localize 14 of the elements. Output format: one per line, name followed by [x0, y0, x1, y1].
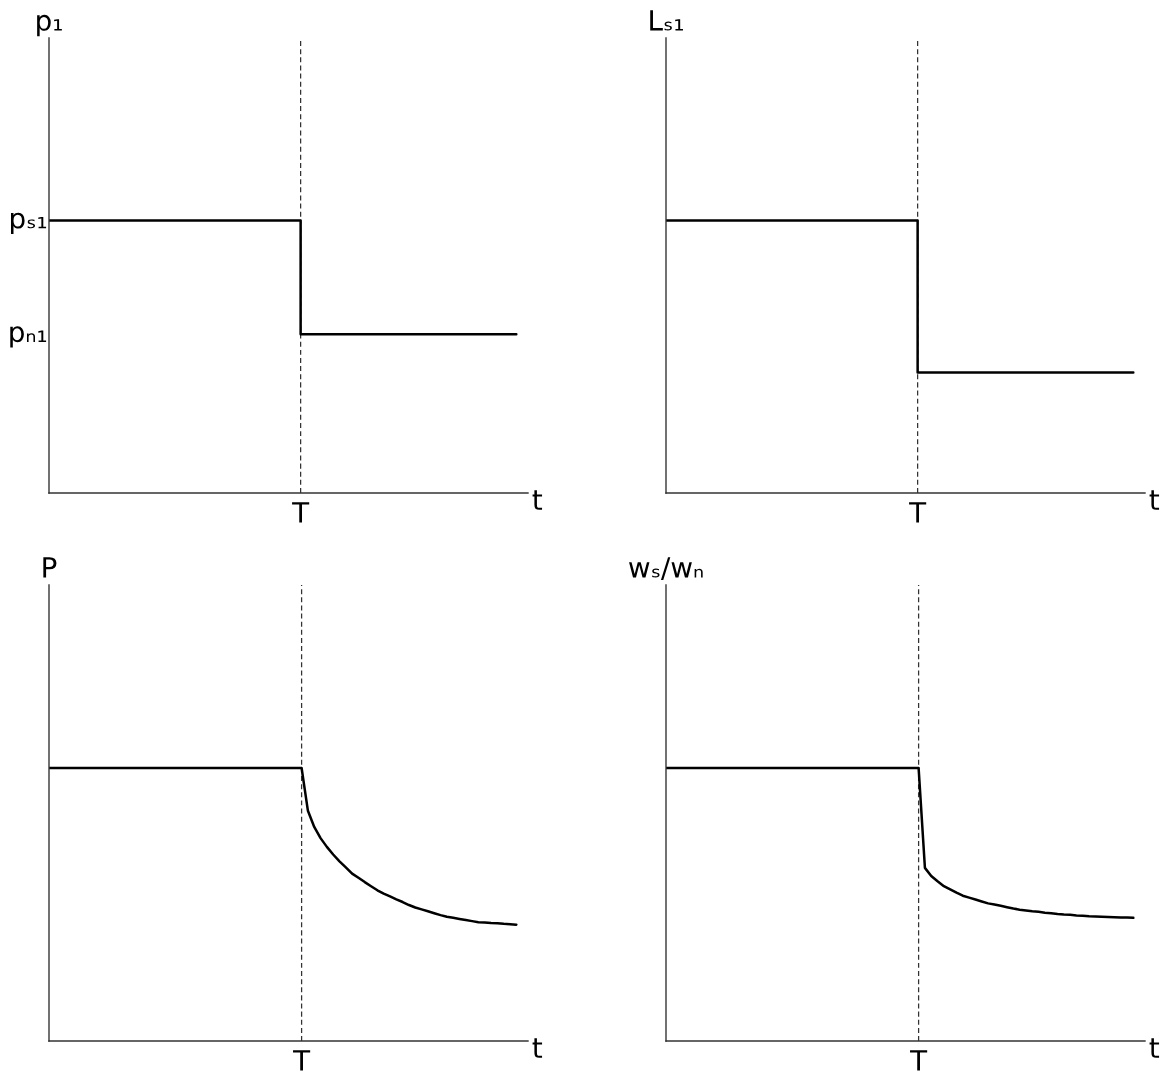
- text: T: [293, 1050, 311, 1071]
- x-axis-title: t: [1149, 490, 1160, 510]
- y-axis-title: Lₛ₁: [650, 10, 683, 31]
- y-axis-title: wₛ/wₙ: [629, 557, 703, 580]
- y-axis-title: P: [43, 557, 57, 578]
- text: T: [910, 1050, 928, 1071]
- x-axis-title: t: [532, 490, 543, 510]
- text: T: [292, 502, 310, 523]
- text: pₙ₁: [10, 326, 47, 348]
- text: pₛ₁: [11, 212, 47, 234]
- y-axis-title: p₁: [37, 14, 62, 37]
- text: T: [909, 502, 927, 523]
- x-axis-title: t: [1149, 1038, 1160, 1058]
- x-axis-title: t: [532, 1038, 543, 1058]
